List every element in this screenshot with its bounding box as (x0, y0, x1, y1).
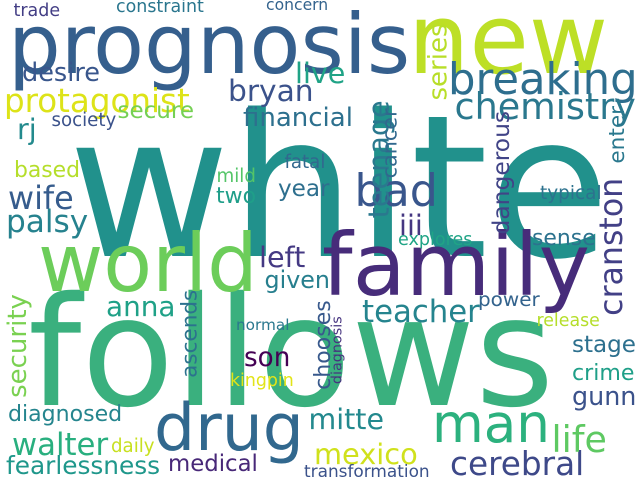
word-chemistry: chemistry (454, 84, 636, 128)
word-family: family (322, 214, 590, 316)
word-series: series (423, 23, 453, 101)
word-new: new (408, 0, 609, 96)
word-rj: rj (17, 111, 37, 146)
word-fatal: fatal (284, 152, 326, 173)
word-kingpin: kingpin (230, 370, 294, 391)
word-constraint: constraint (116, 0, 204, 17)
word-security: security (2, 294, 33, 398)
word-teacher: teacher (362, 293, 480, 330)
word-financial: financial (243, 103, 353, 133)
word-mexico: mexico (314, 436, 418, 471)
word-live: live (295, 55, 346, 90)
word-release: release (536, 310, 600, 331)
word-mild: mild (216, 166, 256, 187)
word-typical: typical (540, 183, 602, 204)
word-drug: drug (154, 390, 304, 466)
word-transformation: transformation (304, 460, 430, 480)
word-diagnosis: diagnosis (329, 316, 346, 385)
word-explores: explores (398, 230, 473, 250)
word-stage: stage (572, 331, 636, 358)
word-desire: desire (22, 58, 101, 88)
word-two: two (216, 184, 257, 209)
word-life: life (551, 418, 607, 461)
word-palsy: palsy (6, 203, 89, 240)
word-daily: daily (111, 436, 155, 457)
word-secure: secure (117, 97, 195, 124)
word-given: given (264, 266, 330, 294)
word-crime: crime (572, 361, 635, 386)
word-world: world (38, 217, 258, 310)
word-trade: trade (13, 0, 61, 21)
word-concern: concern (266, 0, 329, 14)
word-sense: sense (532, 226, 596, 251)
word-cancer: cancer (377, 107, 402, 178)
word-walter: walter (12, 426, 109, 463)
word-anna: anna (106, 290, 176, 323)
word-normal: normal (236, 315, 290, 334)
word-diagnosed: diagnosed (8, 402, 123, 427)
word-iii: iii (399, 207, 423, 242)
word-based: based (14, 158, 81, 183)
word-mitte: mitte (308, 403, 384, 436)
word-fearlessness: fearlessness (6, 450, 161, 480)
word-wife: wife (8, 179, 74, 217)
word-prognosis: prognosis (8, 0, 411, 93)
word-medical: medical (168, 450, 258, 477)
word-cerebral: cerebral (450, 444, 585, 480)
word-year: year (278, 175, 330, 202)
word-power: power (478, 287, 540, 311)
word-man: man (432, 392, 550, 455)
word-son: son (244, 343, 291, 373)
word-cranston: cranston (594, 177, 631, 316)
word-breaking: breaking (448, 54, 638, 105)
word-white: white (68, 71, 610, 303)
word-bryan: bryan (228, 74, 314, 109)
word-society: society (51, 110, 117, 131)
word-bad: bad (354, 166, 438, 217)
word-dangerous: dangerous (487, 110, 516, 234)
word-protagonist: protagonist (4, 81, 190, 120)
word-gunn: gunn (572, 380, 637, 411)
word-follows: follows (28, 264, 555, 441)
word-left: left (259, 239, 306, 274)
word-ascends: ascends (177, 289, 203, 378)
word-enter: enter (605, 106, 630, 164)
